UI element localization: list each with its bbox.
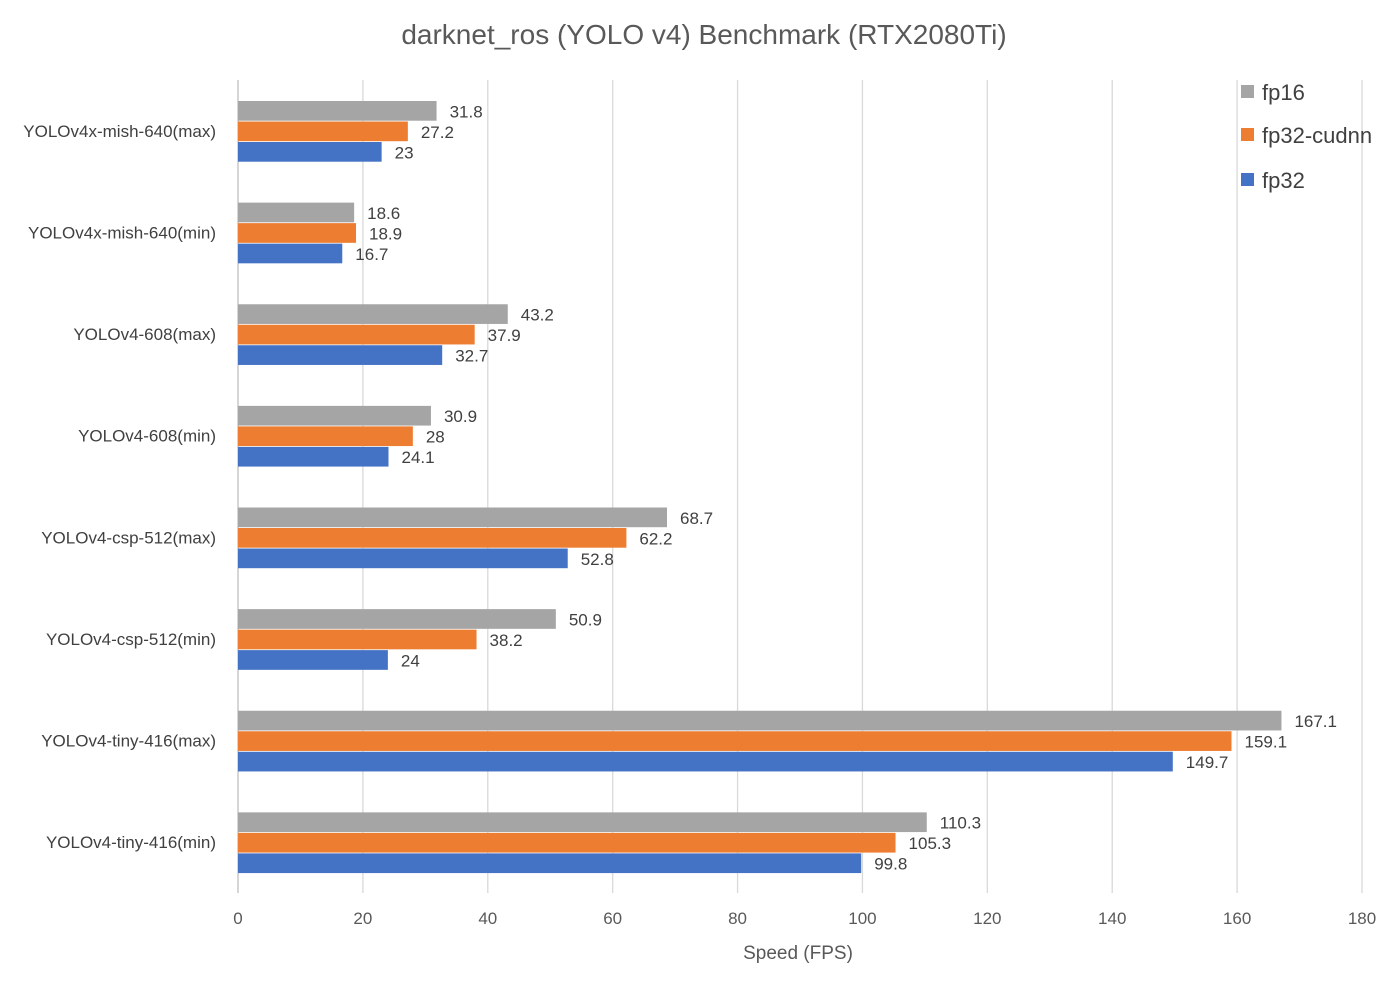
bar-fp16 xyxy=(238,101,437,121)
data-label-fp32: 24 xyxy=(401,651,420,670)
data-label-fp32-cudnn: 27.2 xyxy=(421,123,454,142)
data-label-fp32-cudnn: 159.1 xyxy=(1244,733,1287,752)
bar-fp32-cudnn xyxy=(238,121,408,142)
data-label-fp32-cudnn: 18.9 xyxy=(369,224,402,243)
bar-fp32-cudnn xyxy=(238,629,477,650)
data-label-fp32: 149.7 xyxy=(1186,753,1229,772)
bar-fp32 xyxy=(238,446,389,467)
x-tick-label: 180 xyxy=(1348,909,1376,928)
bar-fp16 xyxy=(238,304,508,324)
bar-fp16 xyxy=(238,609,556,629)
bar-fp16 xyxy=(238,507,667,528)
data-label-fp16: 31.8 xyxy=(450,102,483,121)
bar-fp16 xyxy=(238,202,355,223)
category-label: YOLOv4-csp-512(min) xyxy=(46,630,216,649)
x-tick-label: 80 xyxy=(728,909,747,928)
bar-fp32-cudnn xyxy=(238,324,475,345)
bar-fp32-cudnn xyxy=(238,426,413,447)
data-label-fp32-cudnn: 62.2 xyxy=(639,529,672,548)
data-label-fp32: 23 xyxy=(395,143,414,162)
bar-fp32-cudnn xyxy=(238,528,627,548)
category-label: YOLOv4-csp-512(max) xyxy=(41,528,216,547)
bar-fp32 xyxy=(238,345,443,365)
bar-fp32 xyxy=(238,853,862,874)
data-label-fp32-cudnn: 105.3 xyxy=(909,834,952,853)
data-label-fp16: 167.1 xyxy=(1294,712,1337,731)
legend-label-fp16: fp16 xyxy=(1262,80,1305,105)
category-label: YOLOv4-tiny-416(min) xyxy=(46,833,216,852)
legend-label-fp32-cudnn: fp32-cudnn xyxy=(1262,123,1372,148)
data-label-fp32: 32.7 xyxy=(455,347,488,366)
data-label-fp32: 99.8 xyxy=(874,855,907,874)
chart-title: darknet_ros (YOLO v4) Benchmark (RTX2080… xyxy=(401,19,1006,50)
x-axis-title: Speed (FPS) xyxy=(743,943,853,964)
value-axis-tick-labels: 0 20 40 60 80 100 120 140 160 180 xyxy=(233,909,1376,928)
bar-fp32 xyxy=(238,243,343,264)
data-label-fp32: 52.8 xyxy=(581,550,614,569)
legend-swatch-fp16 xyxy=(1241,85,1254,98)
bar-fp32 xyxy=(238,142,382,162)
category-axis-labels: YOLOv4x-mish-640(max) YOLOv4x-mish-640(mi… xyxy=(23,122,216,852)
x-tick-label: 100 xyxy=(848,909,876,928)
data-labels: 31.8 27.2 23 18.618.9 16.7 43.237.932.7 30.9 28… xyxy=(355,102,1337,873)
bar-fp32-cudnn xyxy=(238,832,896,853)
x-tick-label: 120 xyxy=(973,909,1001,928)
data-label-fp32-cudnn: 37.9 xyxy=(488,326,521,345)
data-label-fp16: 110.3 xyxy=(940,814,981,833)
x-tick-label: 40 xyxy=(478,909,497,928)
x-tick-label: 0 xyxy=(233,909,242,928)
legend-swatch-fp32-cudnn xyxy=(1241,128,1254,141)
category-label: YOLOv4-608(max) xyxy=(73,325,216,344)
x-tick-label: 160 xyxy=(1223,909,1251,928)
bar-fp32 xyxy=(238,650,388,670)
category-label: YOLOv4-tiny-416(max) xyxy=(41,732,216,751)
x-tick-label: 20 xyxy=(353,909,372,928)
bar-fp32-cudnn xyxy=(238,223,357,243)
legend-swatch-fp32 xyxy=(1241,173,1254,186)
data-label-fp16: 43.2 xyxy=(521,306,554,325)
category-label: YOLOv4x-mish-640(max) xyxy=(23,122,216,141)
bar-fp16 xyxy=(238,710,1282,731)
bar-fp16 xyxy=(238,405,431,426)
category-label: YOLOv4x-mish-640(min) xyxy=(28,223,216,242)
data-label-fp16: 30.9 xyxy=(444,407,477,426)
bars xyxy=(238,101,1282,874)
bar-fp32-cudnn xyxy=(238,731,1232,751)
gridlines xyxy=(237,80,1363,893)
data-label-fp32-cudnn: 38.2 xyxy=(490,631,523,650)
data-label-fp16: 50.9 xyxy=(569,610,602,629)
category-label: YOLOv4-608(min) xyxy=(78,427,216,446)
bar-fp16 xyxy=(238,812,927,833)
bar-fp32 xyxy=(238,751,1173,772)
bar-fp32 xyxy=(238,548,568,569)
data-label-fp32-cudnn: 28 xyxy=(426,428,445,447)
data-label-fp16: 18.6 xyxy=(367,204,400,223)
legend-label-fp32: fp32 xyxy=(1262,168,1305,193)
x-tick-label: 60 xyxy=(603,909,622,928)
data-label-fp32: 16.7 xyxy=(355,245,388,264)
x-tick-label: 140 xyxy=(1098,909,1126,928)
legend: fp16 fp32-cudnn fp32 xyxy=(1241,80,1372,193)
data-label-fp32: 24.1 xyxy=(401,448,434,467)
data-label-fp16: 68.7 xyxy=(680,509,713,528)
